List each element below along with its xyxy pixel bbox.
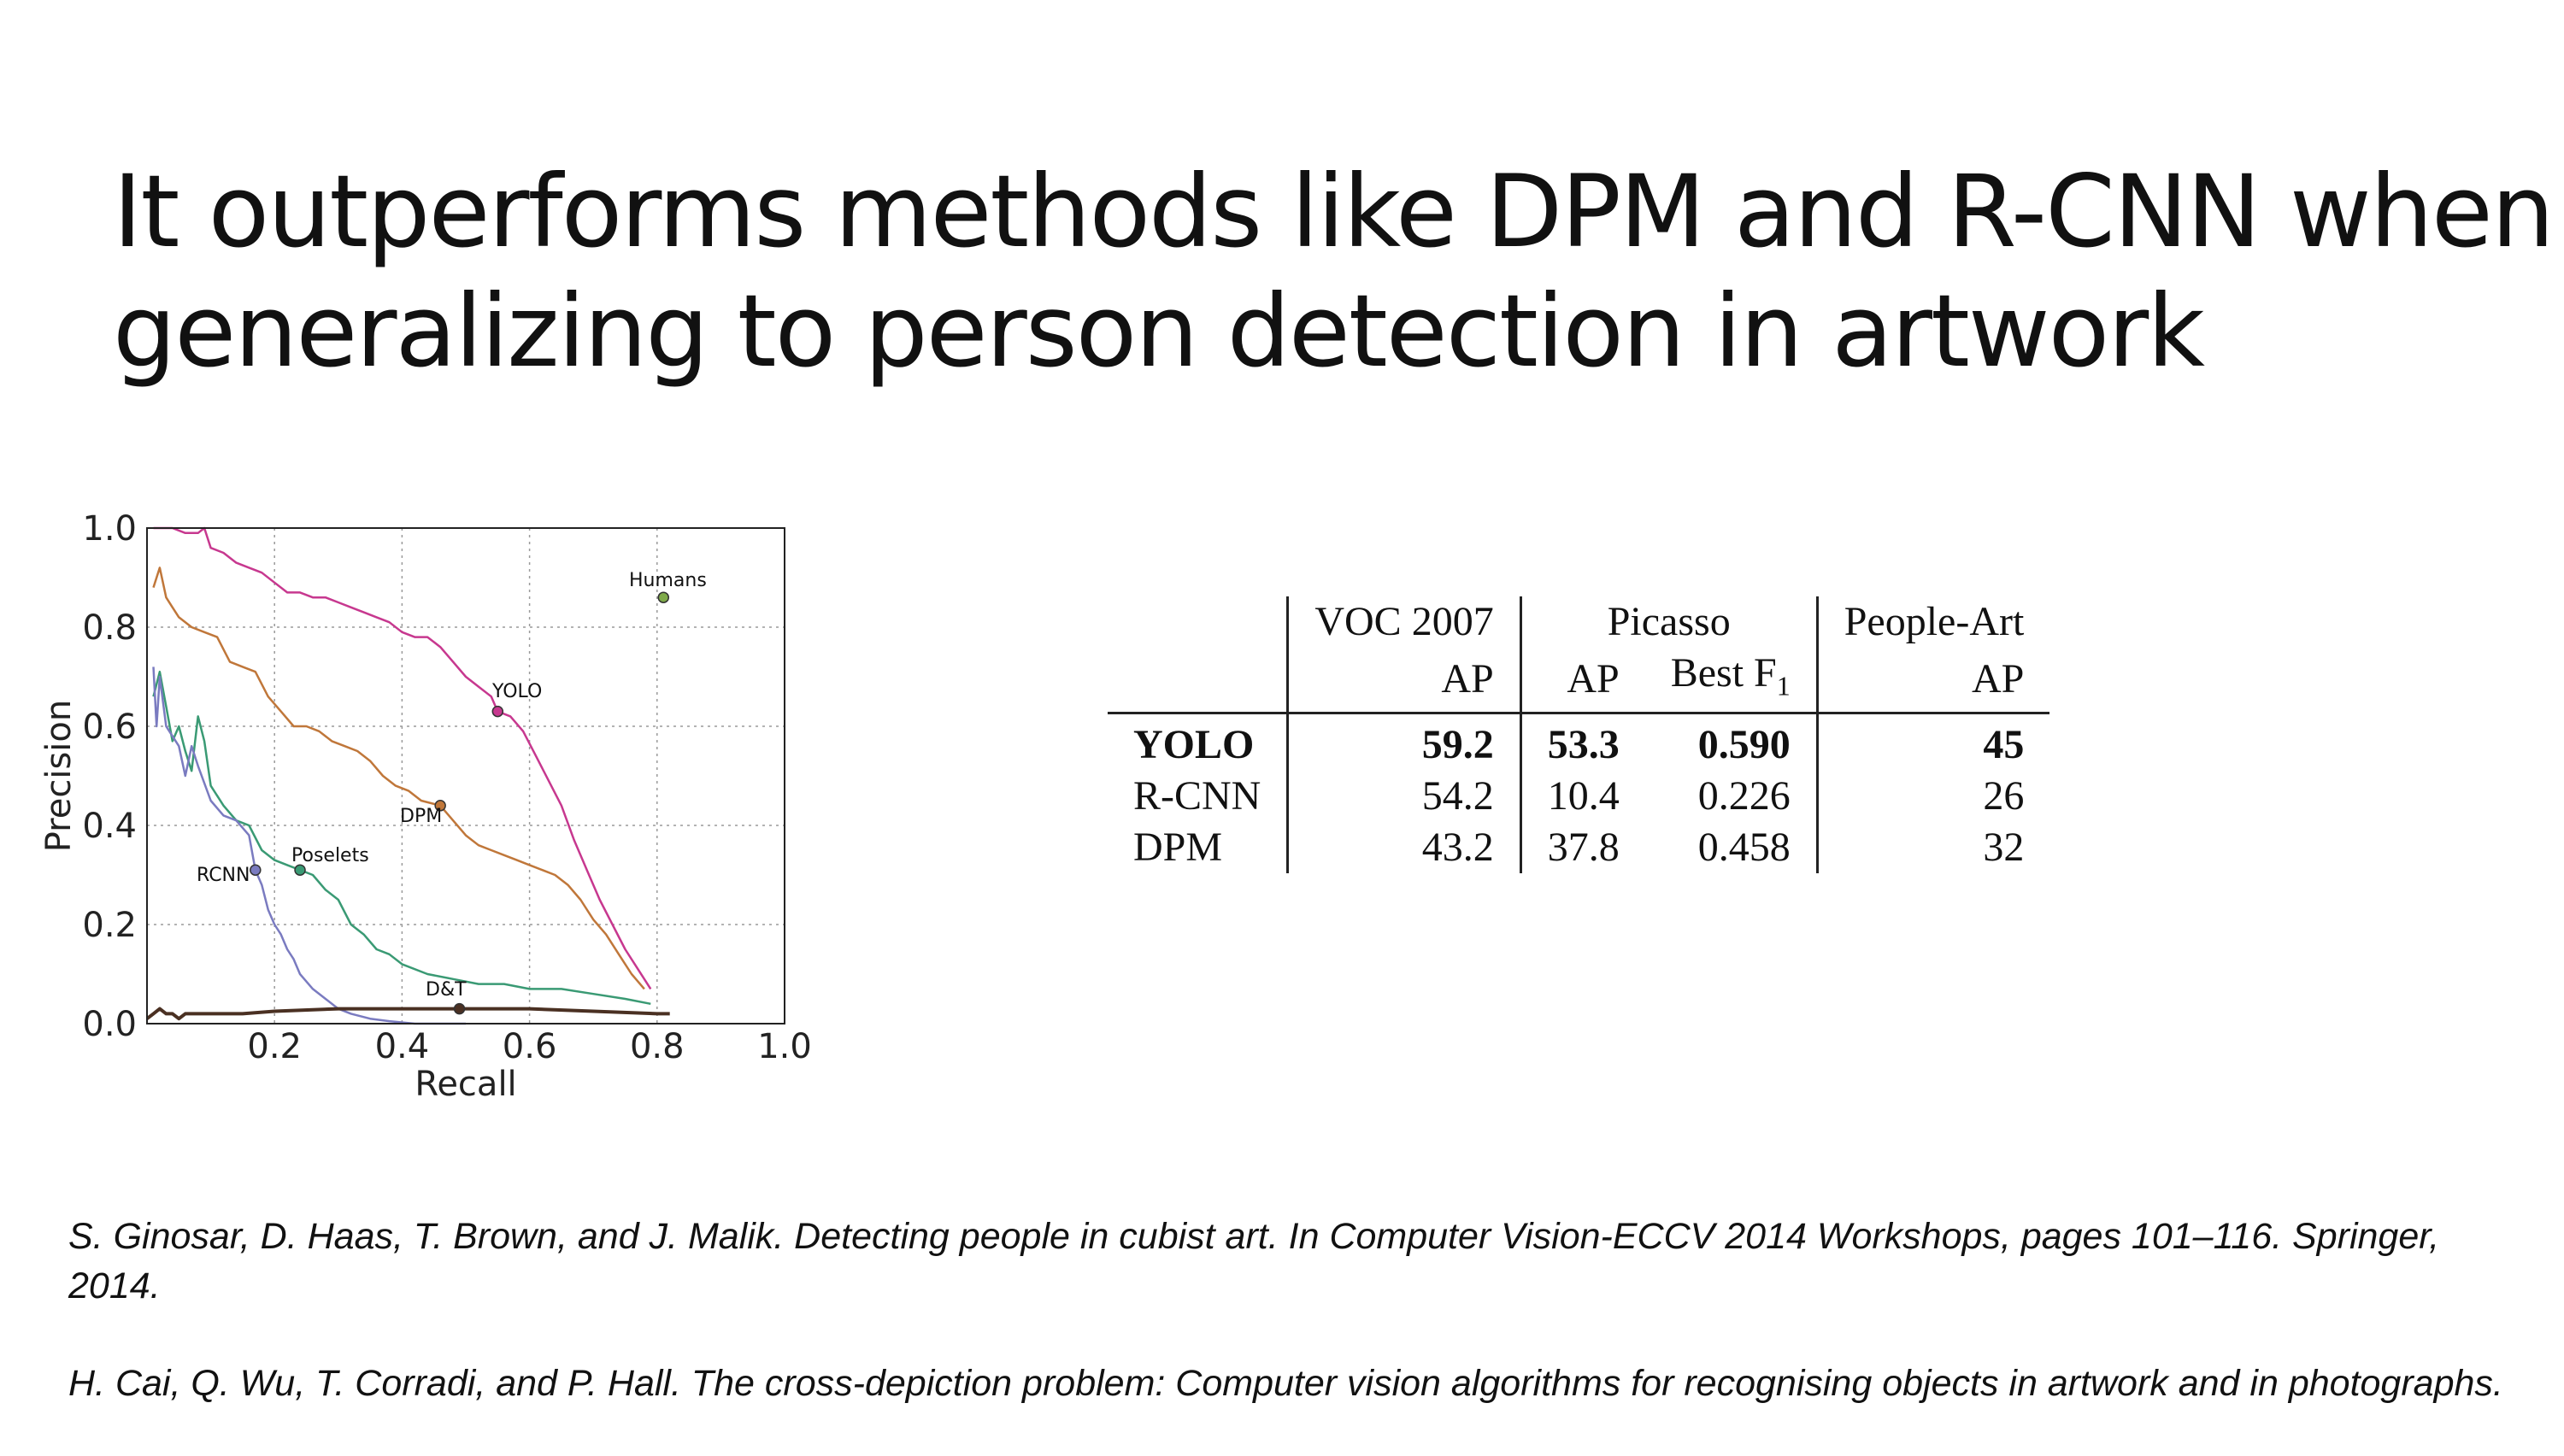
title-line-1: It outperforms methods like DPM and R-CN… [113, 153, 2555, 270]
y-tick-label: 0.6 [82, 707, 137, 747]
header-people-art: People-Art [1815, 596, 2050, 648]
precision-recall-chart: 0.2 0.4 0.6 0.8 1.0 0.0 0.2 0.4 0.6 0.8 1.0 Recall… [39, 509, 812, 1104]
plot-frame [146, 527, 785, 1024]
cell-picasso-ap: 37.8 [1519, 821, 1645, 873]
subheader-picasso-ap: AP [1519, 648, 1645, 714]
references: S. Ginosar, D. Haas, T. Brown, and J. Ma… [68, 1212, 2513, 1456]
series-line-dpm [152, 567, 645, 990]
marker-yolo [491, 705, 504, 718]
cell-voc-ap: 59.2 [1286, 713, 1521, 771]
marker-poselets [294, 864, 306, 876]
x-tick-label: 1.0 [757, 1027, 812, 1066]
y-axis-label: Precision [39, 700, 79, 852]
label-dpm: DPM [400, 806, 442, 827]
f1-subscript: 1 [1776, 670, 1791, 702]
cell-peopleart-ap: 45 [1815, 713, 2050, 771]
cell-voc-ap: 54.2 [1286, 770, 1521, 822]
title-line-2: generalizing to person detection in artw… [113, 273, 2205, 390]
cell-picasso-f1: 0.226 [1697, 772, 1791, 819]
point-humans [657, 591, 670, 603]
results-table: VOC 2007 Picasso People-Art AP AP Best F… [1108, 596, 2050, 873]
series-line-dt [145, 1007, 670, 1021]
table-row: DPM 43.2 37.8 0.458 32 [1108, 821, 2050, 873]
table-row: R-CNN 54.2 10.4 0.226 26 [1108, 770, 2050, 822]
table-subheader-row: AP AP Best F1 AP [1108, 648, 2050, 714]
series-line-rcnn [152, 666, 466, 1025]
reference-2: H. Cai, Q. Wu, T. Corradi, and P. Hall. … [68, 1363, 2503, 1404]
row-method: DPM [1133, 824, 1223, 870]
y-tick-label: 0.0 [82, 1005, 137, 1044]
y-tick-label: 0.8 [82, 608, 137, 648]
marker-dpm [434, 800, 446, 812]
header-voc2007: VOC 2007 [1286, 596, 1521, 648]
best-f-label: Best F [1670, 650, 1777, 696]
label-poselets: Poselets [291, 845, 369, 866]
cell-peopleart-ap: 32 [1815, 821, 2050, 873]
cell-picasso-ap: 10.4 [1519, 770, 1645, 822]
label-dt: D&T [426, 979, 467, 1001]
header-picasso: Picasso [1519, 596, 1818, 648]
table-header-row: VOC 2007 Picasso People-Art [1108, 596, 2050, 648]
row-method: YOLO [1133, 721, 1255, 767]
subheader-voc-ap: AP [1286, 648, 1521, 714]
x-tick-label: 0.4 [375, 1027, 430, 1066]
x-tick-label: 0.6 [503, 1027, 557, 1066]
y-tick-label: 0.2 [82, 906, 137, 945]
slide-title: It outperforms methods like DPM and R-CN… [113, 152, 2555, 391]
table-row: YOLO 59.2 53.3 0.590 45 [1108, 713, 2050, 771]
marker-dt [453, 1002, 466, 1015]
x-axis-label: Recall [415, 1065, 516, 1104]
marker-rcnn [250, 864, 262, 876]
row-method: R-CNN [1133, 772, 1261, 819]
cell-picasso-f1: 0.458 [1697, 824, 1791, 870]
cell-picasso-f1: 0.590 [1697, 721, 1791, 767]
y-tick-label: 1.0 [82, 509, 137, 549]
label-rcnn: RCNN [197, 865, 250, 886]
y-tick-label: 0.4 [82, 807, 137, 846]
x-tick-label: 0.2 [247, 1027, 302, 1066]
reference-1: S. Ginosar, D. Haas, T. Brown, and J. Ma… [68, 1216, 2440, 1306]
label-humans: Humans [629, 570, 707, 591]
x-tick-label: 0.8 [630, 1027, 685, 1066]
cell-voc-ap: 43.2 [1286, 821, 1521, 873]
subheader-peopleart-ap: AP [1815, 648, 2050, 714]
subheader-picasso-f1: Best F1 [1644, 648, 1818, 714]
cell-peopleart-ap: 26 [1815, 770, 2050, 822]
cell-picasso-ap: 53.3 [1519, 713, 1645, 771]
label-yolo: YOLO [491, 681, 542, 702]
series-line-yolo [153, 526, 652, 990]
